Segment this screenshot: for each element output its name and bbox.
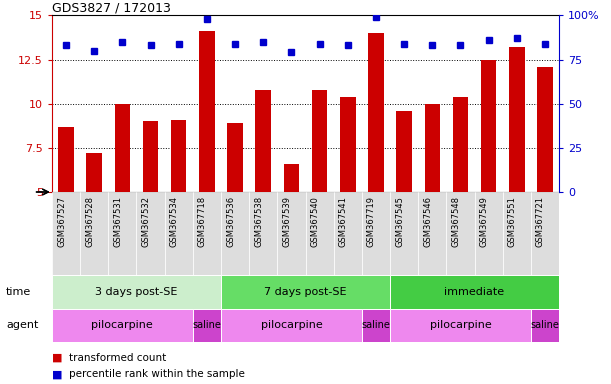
Bar	[390, 192, 418, 275]
Text: GSM367536: GSM367536	[226, 196, 235, 247]
Bar	[52, 192, 80, 275]
Bar	[425, 104, 440, 192]
Text: 7 days post-SE: 7 days post-SE	[264, 287, 347, 297]
Bar	[481, 60, 496, 192]
Bar	[52, 309, 193, 342]
Bar	[509, 47, 525, 192]
Text: percentile rank within the sample: percentile rank within the sample	[69, 369, 245, 379]
Bar	[503, 192, 531, 275]
Bar	[249, 192, 277, 275]
Text: GSM367551: GSM367551	[508, 196, 517, 247]
Bar	[171, 119, 186, 192]
Bar	[306, 192, 334, 275]
Bar	[397, 111, 412, 192]
Bar	[221, 192, 249, 275]
Bar	[193, 192, 221, 275]
Text: GSM367549: GSM367549	[480, 196, 489, 247]
Text: GSM367532: GSM367532	[142, 196, 150, 247]
Text: time: time	[6, 287, 31, 297]
Text: GSM367540: GSM367540	[310, 196, 320, 247]
Bar	[368, 33, 384, 192]
Bar	[334, 192, 362, 275]
Text: ■: ■	[52, 353, 62, 363]
Bar	[284, 164, 299, 192]
Bar	[362, 309, 390, 342]
Text: agent: agent	[6, 320, 38, 331]
Bar	[58, 127, 74, 192]
Bar	[340, 97, 356, 192]
Bar	[447, 192, 475, 275]
Text: GSM367719: GSM367719	[367, 196, 376, 247]
Text: GSM367527: GSM367527	[57, 196, 66, 247]
Text: saline: saline	[362, 320, 390, 331]
Bar	[453, 97, 468, 192]
Text: GSM367538: GSM367538	[254, 196, 263, 247]
Bar	[80, 192, 108, 275]
Text: pilocarpine: pilocarpine	[260, 320, 322, 331]
Text: GSM367546: GSM367546	[423, 196, 433, 247]
Bar	[86, 153, 102, 192]
Text: GSM367531: GSM367531	[114, 196, 122, 247]
Text: saline: saline	[192, 320, 221, 331]
Text: pilocarpine: pilocarpine	[92, 320, 153, 331]
Bar	[255, 89, 271, 192]
Bar	[312, 89, 327, 192]
Bar	[390, 275, 559, 309]
Bar	[418, 192, 447, 275]
Text: GSM367534: GSM367534	[170, 196, 179, 247]
Bar	[537, 66, 553, 192]
Bar	[199, 31, 214, 192]
Bar	[277, 192, 306, 275]
Bar	[108, 192, 136, 275]
Text: saline: saline	[530, 320, 560, 331]
Text: GSM367528: GSM367528	[85, 196, 94, 247]
Text: ■: ■	[52, 369, 62, 379]
Bar	[390, 309, 531, 342]
Bar	[531, 192, 559, 275]
Bar	[227, 123, 243, 192]
Text: 3 days post-SE: 3 days post-SE	[95, 287, 178, 297]
Text: GSM367541: GSM367541	[338, 196, 348, 247]
Text: GSM367545: GSM367545	[395, 196, 404, 247]
Bar	[115, 104, 130, 192]
Text: GSM367721: GSM367721	[536, 196, 545, 247]
Bar	[143, 121, 158, 192]
Bar	[52, 275, 221, 309]
Text: GSM367718: GSM367718	[198, 196, 207, 247]
Text: immediate: immediate	[444, 287, 505, 297]
Text: pilocarpine: pilocarpine	[430, 320, 491, 331]
Text: GSM367548: GSM367548	[452, 196, 461, 247]
Bar	[475, 192, 503, 275]
Text: transformed count: transformed count	[69, 353, 166, 363]
Text: GSM367539: GSM367539	[282, 196, 291, 247]
Bar	[221, 309, 362, 342]
Bar	[193, 309, 221, 342]
Bar	[531, 309, 559, 342]
Text: GDS3827 / 172013: GDS3827 / 172013	[52, 1, 171, 14]
Bar	[362, 192, 390, 275]
Bar	[221, 275, 390, 309]
Bar	[164, 192, 193, 275]
Bar	[136, 192, 164, 275]
